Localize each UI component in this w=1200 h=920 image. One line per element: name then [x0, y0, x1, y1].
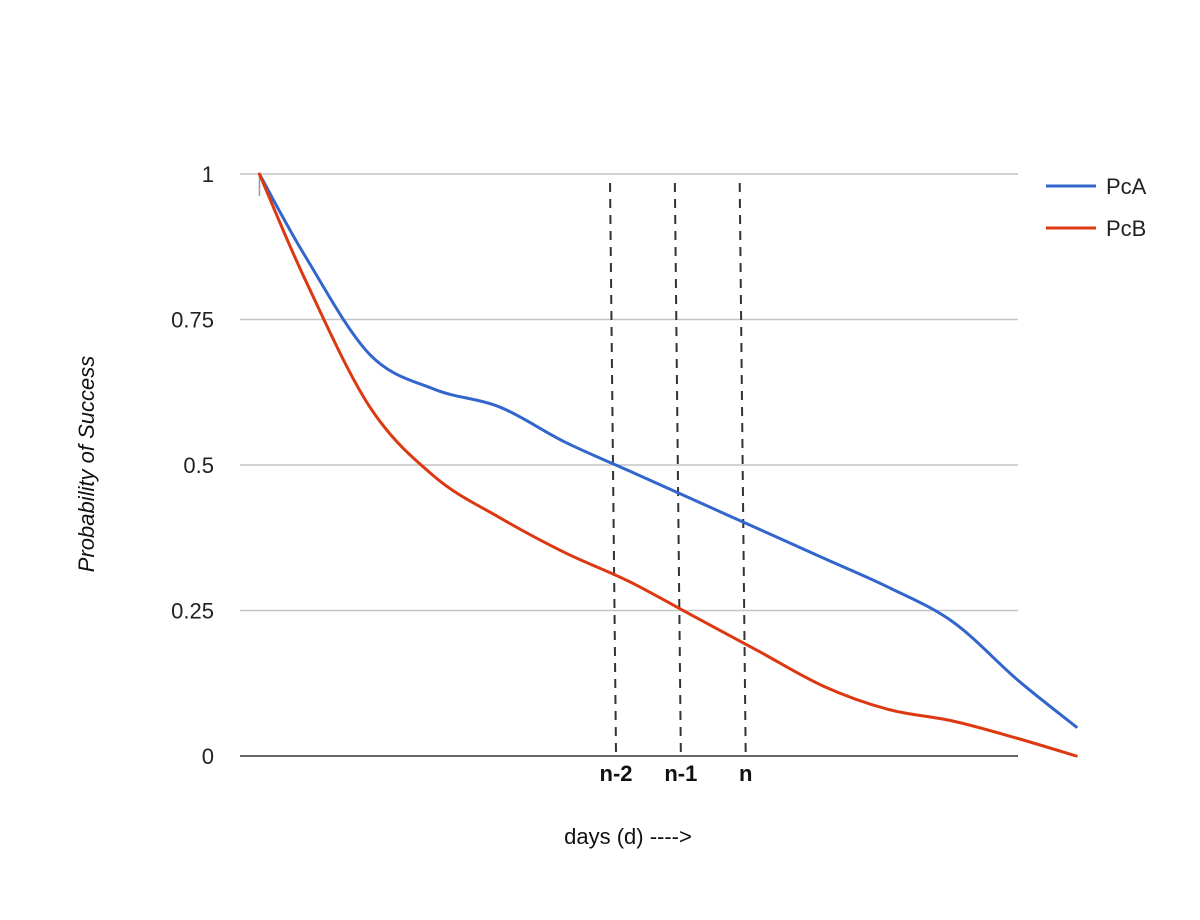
grid-layer: [240, 173, 1018, 757]
marker-line: [738, 182, 747, 757]
series-line-pca: [257, 172, 1078, 729]
legend: PcA PcB: [1046, 174, 1147, 241]
series-line-pcb: [257, 172, 1078, 758]
y-tick-label: 0.5: [183, 453, 214, 478]
legend-label: PcA: [1106, 174, 1147, 199]
y-tick-label: 0: [202, 744, 214, 769]
marker-label: n-2: [600, 761, 633, 786]
marker-label: n: [739, 761, 752, 786]
marker-line: [673, 182, 682, 757]
x-axis-label: days (d) ---->: [564, 824, 692, 849]
y-tick-label: 1: [202, 162, 214, 187]
marker-label: n-1: [664, 761, 697, 786]
y-tick-labels: 0 0.25 0.5 0.75 1: [171, 162, 214, 769]
y-tick-label: 0.75: [171, 308, 214, 333]
marker-line: [609, 182, 618, 757]
marker-layer: n-2 n-1 n: [600, 182, 752, 786]
series-layer: [257, 172, 1078, 758]
y-tick-label: 0.25: [171, 599, 214, 624]
legend-label: PcB: [1106, 216, 1146, 241]
y-axis-label: Probability of Success: [74, 356, 99, 572]
